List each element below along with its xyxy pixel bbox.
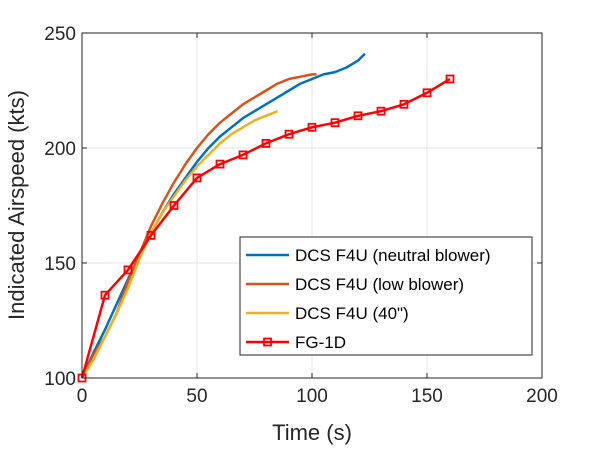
data-point-fg-1d <box>169 201 179 210</box>
series-line-dcs-f4u-low-blower <box>80 73 317 379</box>
legend-label-dcs-f4u-low-blower: DCS F4U (low blower) <box>295 275 464 294</box>
series-line-dcs-f4u-40 <box>80 110 278 379</box>
data-point-fg-1d <box>192 173 202 183</box>
x-tick-label: 100 <box>296 386 328 407</box>
data-point-fg-1d <box>215 159 225 169</box>
y-tick-label: 100 <box>44 369 76 390</box>
legend-box <box>239 236 533 356</box>
legend-label-dcs-f4u-40: DCS F4U (40") <box>295 304 409 323</box>
legend: DCS F4U (neutral blower) DCS F4U (low blo… <box>239 236 533 356</box>
x-tick-label: 0 <box>77 386 88 407</box>
tick-labels: 0 50 100 150 200 100 150 200 250 <box>44 24 558 407</box>
data-point-fg-1d <box>353 111 363 121</box>
data-point-fg-1d <box>330 118 340 128</box>
data-point-fg-1d <box>445 74 455 84</box>
data-point-fg-1d <box>399 99 409 109</box>
legend-label-fg-1d: FG-1D <box>295 333 346 352</box>
data-point-fg-1d <box>123 265 133 275</box>
x-tick-label: 50 <box>186 386 207 407</box>
x-tick-label: 150 <box>411 386 443 407</box>
series-line-fg-1d <box>80 77 451 379</box>
ticks <box>81 32 543 379</box>
series-layer <box>77 52 455 383</box>
data-point-fg-1d <box>376 106 386 116</box>
data-point-fg-1d <box>422 88 432 98</box>
data-point-fg-1d <box>238 150 248 160</box>
x-tick-label: 200 <box>526 386 558 407</box>
data-point-fg-1d <box>146 230 156 240</box>
data-point-fg-1d <box>100 290 110 300</box>
data-point-fg-1d <box>284 129 294 139</box>
x-axis-title: Time (s) <box>272 420 352 445</box>
y-axis-title: Indicated Airspeed (kts) <box>4 90 29 320</box>
legend-marker-fg-1d <box>263 337 272 347</box>
data-point-fg-1d <box>261 138 271 148</box>
legend-label-dcs-f4u-neutral-blower: DCS F4U (neutral blower) <box>295 246 491 265</box>
y-tick-label: 250 <box>44 24 76 45</box>
y-tick-label: 200 <box>44 139 76 160</box>
data-point-fg-1d <box>307 122 317 132</box>
y-tick-label: 150 <box>44 254 76 275</box>
